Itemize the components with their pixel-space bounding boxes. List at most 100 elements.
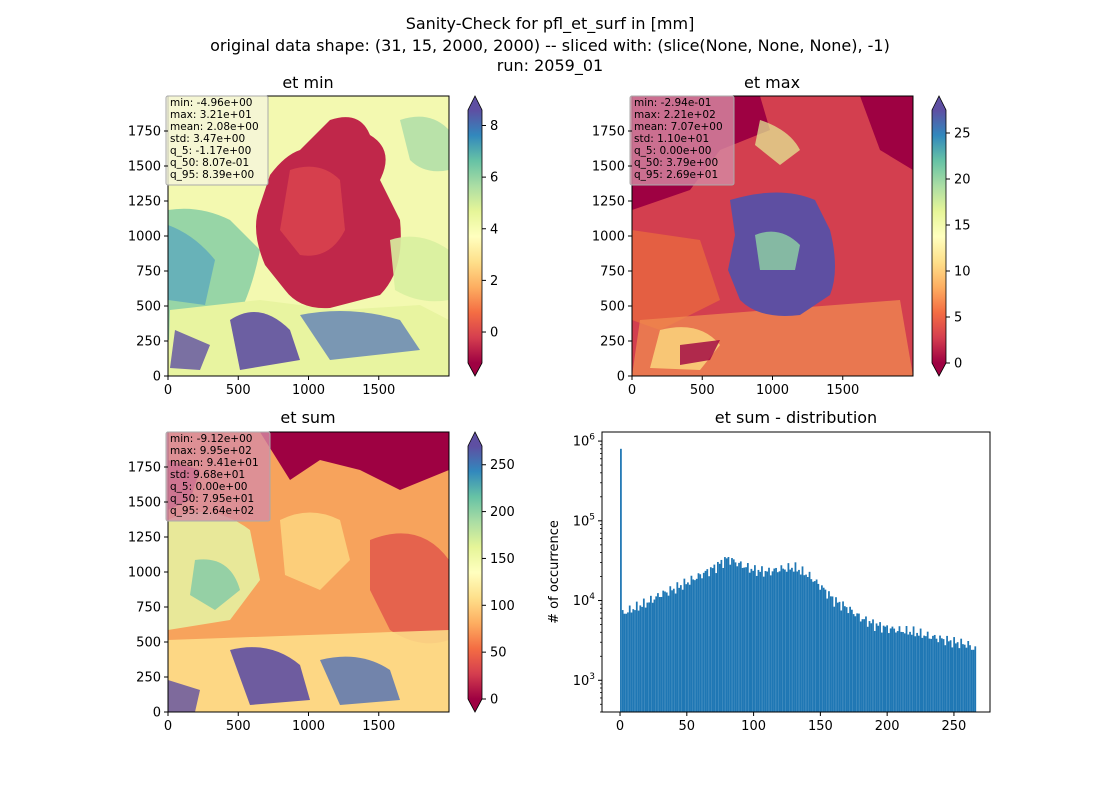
histogram-bar <box>722 567 725 712</box>
figure-title-line-1: Sanity-Check for pfl_et_surf in [mm] <box>406 14 695 34</box>
histogram-bar <box>655 596 658 712</box>
histogram-bar <box>662 590 665 712</box>
histogram-bar <box>713 564 716 712</box>
histogram-bar <box>794 562 797 712</box>
histogram-bar <box>711 568 714 712</box>
histogram-bar <box>810 579 813 712</box>
histogram-bar <box>826 598 829 712</box>
histogram-bar <box>697 573 700 712</box>
histogram-bar <box>970 649 973 712</box>
histogram-bar <box>919 628 922 712</box>
histogram-bar <box>628 605 631 712</box>
y-tick-label: 1000 <box>592 230 625 245</box>
histogram-bar <box>865 616 867 712</box>
histogram-bar <box>963 644 966 712</box>
stat-line: min: -9.12e+00 <box>170 433 252 445</box>
y-tick-label: 250 <box>136 335 161 350</box>
x-tick-label: 1000 <box>292 383 325 398</box>
histogram-bar <box>798 569 800 712</box>
histogram-bar <box>917 635 920 712</box>
histogram-bar <box>702 572 705 712</box>
histogram-bars <box>620 448 977 712</box>
histogram-bar <box>660 596 663 712</box>
histogram-bar <box>708 576 710 712</box>
x-tick-label: 50 <box>679 719 696 734</box>
stat-line: q_95: 2.64e+02 <box>170 505 254 517</box>
figure-title-line-3: run: 2059_01 <box>497 56 603 76</box>
histogram-bar <box>635 601 638 712</box>
histogram-bar <box>709 567 712 712</box>
histogram-bar <box>754 565 756 712</box>
panel-title: et max <box>744 73 800 92</box>
histogram-bar <box>882 625 885 712</box>
x-tick-label: 0 <box>164 383 172 398</box>
histogram-bar <box>974 646 977 712</box>
histogram-bar <box>699 574 702 712</box>
histogram-bar <box>815 579 818 712</box>
histogram-bar <box>965 647 968 712</box>
stat-line: std: 3.47e+00 <box>170 133 245 145</box>
histogram-bar <box>812 581 814 712</box>
histogram-bar <box>761 566 763 712</box>
y-tick-label: 750 <box>136 601 161 616</box>
histogram-bar <box>822 587 825 712</box>
histogram-bar <box>787 563 790 712</box>
histogram-bar <box>690 575 693 712</box>
stat-line: q_50: 8.07e-01 <box>170 157 249 169</box>
histogram-bar <box>872 619 874 712</box>
histogram-bar <box>646 602 649 712</box>
histogram-bar <box>634 610 636 712</box>
histogram-bar <box>701 578 703 712</box>
histogram-bar <box>928 638 931 712</box>
histogram-bar <box>639 605 642 712</box>
histogram-bar <box>642 598 645 712</box>
histogram-bar <box>884 626 887 712</box>
y-tick-label: 750 <box>136 265 161 280</box>
histogram-bar <box>724 557 726 712</box>
histogram-bar <box>891 626 894 712</box>
histogram-bar <box>746 563 749 712</box>
histogram-bar <box>791 567 793 712</box>
histogram-bar <box>688 584 691 712</box>
y-tick-label: 1000 <box>128 230 161 245</box>
histogram-bar <box>845 607 848 712</box>
histogram-bar <box>792 571 795 712</box>
histogram-bar <box>741 567 744 712</box>
histogram-bar <box>879 622 881 712</box>
histogram-bar <box>692 579 695 712</box>
histogram-bar <box>776 572 779 712</box>
x-tick-label: 100 <box>741 719 766 734</box>
stat-line: q_95: 8.39e+00 <box>170 169 254 181</box>
histogram-bar <box>836 602 839 712</box>
histogram-bar <box>930 638 933 712</box>
x-tick-label: 0 <box>164 719 172 734</box>
histogram-bar <box>859 621 862 712</box>
stat-line: q_5: -1.17e+00 <box>170 145 251 157</box>
panel-et-min: et min min: -4.96e+00 max: 3.21e+01 mean… <box>165 73 483 377</box>
colorbar-tick-label: 6 <box>490 171 498 186</box>
colorbar-tick-label: 4 <box>490 222 498 237</box>
y-tick-label: 500 <box>600 300 625 315</box>
panel-et-sum-distribution: et sum - distribution # of occurrence <box>547 408 991 713</box>
colorbar-tick-label: 15 <box>954 219 971 234</box>
x-tick-label: 1000 <box>756 383 789 398</box>
histogram-bar <box>630 612 633 712</box>
histogram-bar <box>946 635 948 712</box>
colorbar-et-max <box>931 95 947 377</box>
histogram-bar <box>738 562 740 712</box>
histogram-bar <box>813 581 816 712</box>
stat-line: min: -4.96e+00 <box>170 97 252 109</box>
histogram-bar <box>868 621 871 712</box>
x-tick-label: 1500 <box>826 383 859 398</box>
x-tick-label: 500 <box>226 383 251 398</box>
histogram-bar <box>888 633 890 712</box>
histogram-bar <box>850 609 853 712</box>
histogram-bar <box>831 596 834 712</box>
panel-title: et sum - distribution <box>715 408 877 427</box>
histogram-bar <box>623 613 626 712</box>
y-tick-label: 750 <box>600 265 625 280</box>
colorbar-et-sum <box>467 431 483 713</box>
histogram-bar <box>695 578 698 712</box>
x-tick-label: 500 <box>690 383 715 398</box>
histogram-bar <box>940 638 943 712</box>
